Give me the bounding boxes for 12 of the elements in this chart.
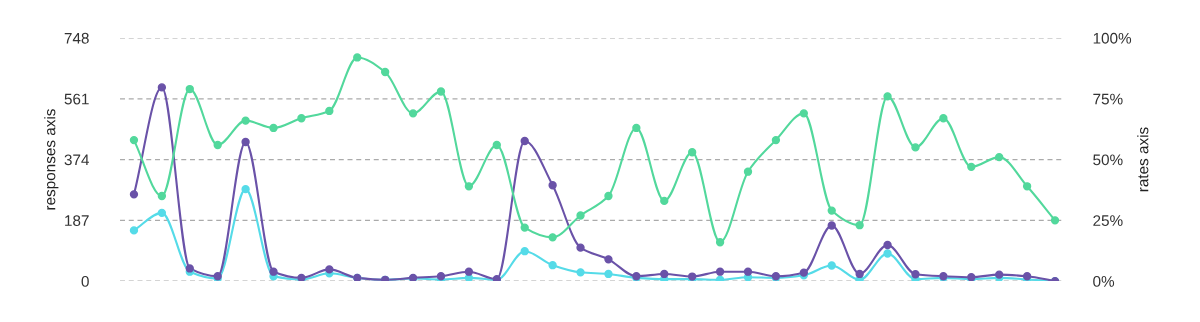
y2-tick-label: 0% <box>1093 275 1115 287</box>
y-tick-label: 748 <box>64 32 89 44</box>
y-tick-label: 187 <box>65 215 89 227</box>
y-tick-label: 561 <box>64 93 89 105</box>
y2-tick-label: 75% <box>1093 93 1123 105</box>
y2-tick-label: 25% <box>1093 215 1123 227</box>
y2-axis-title: rates axis <box>1137 127 1149 192</box>
y2-tick-label: 100% <box>1093 32 1132 44</box>
y-tick-label: 0 <box>81 275 89 287</box>
y-axis-title: responses axis <box>44 109 59 210</box>
y2-tick-label: 50% <box>1093 154 1123 166</box>
y-tick-label: 374 <box>64 154 89 166</box>
